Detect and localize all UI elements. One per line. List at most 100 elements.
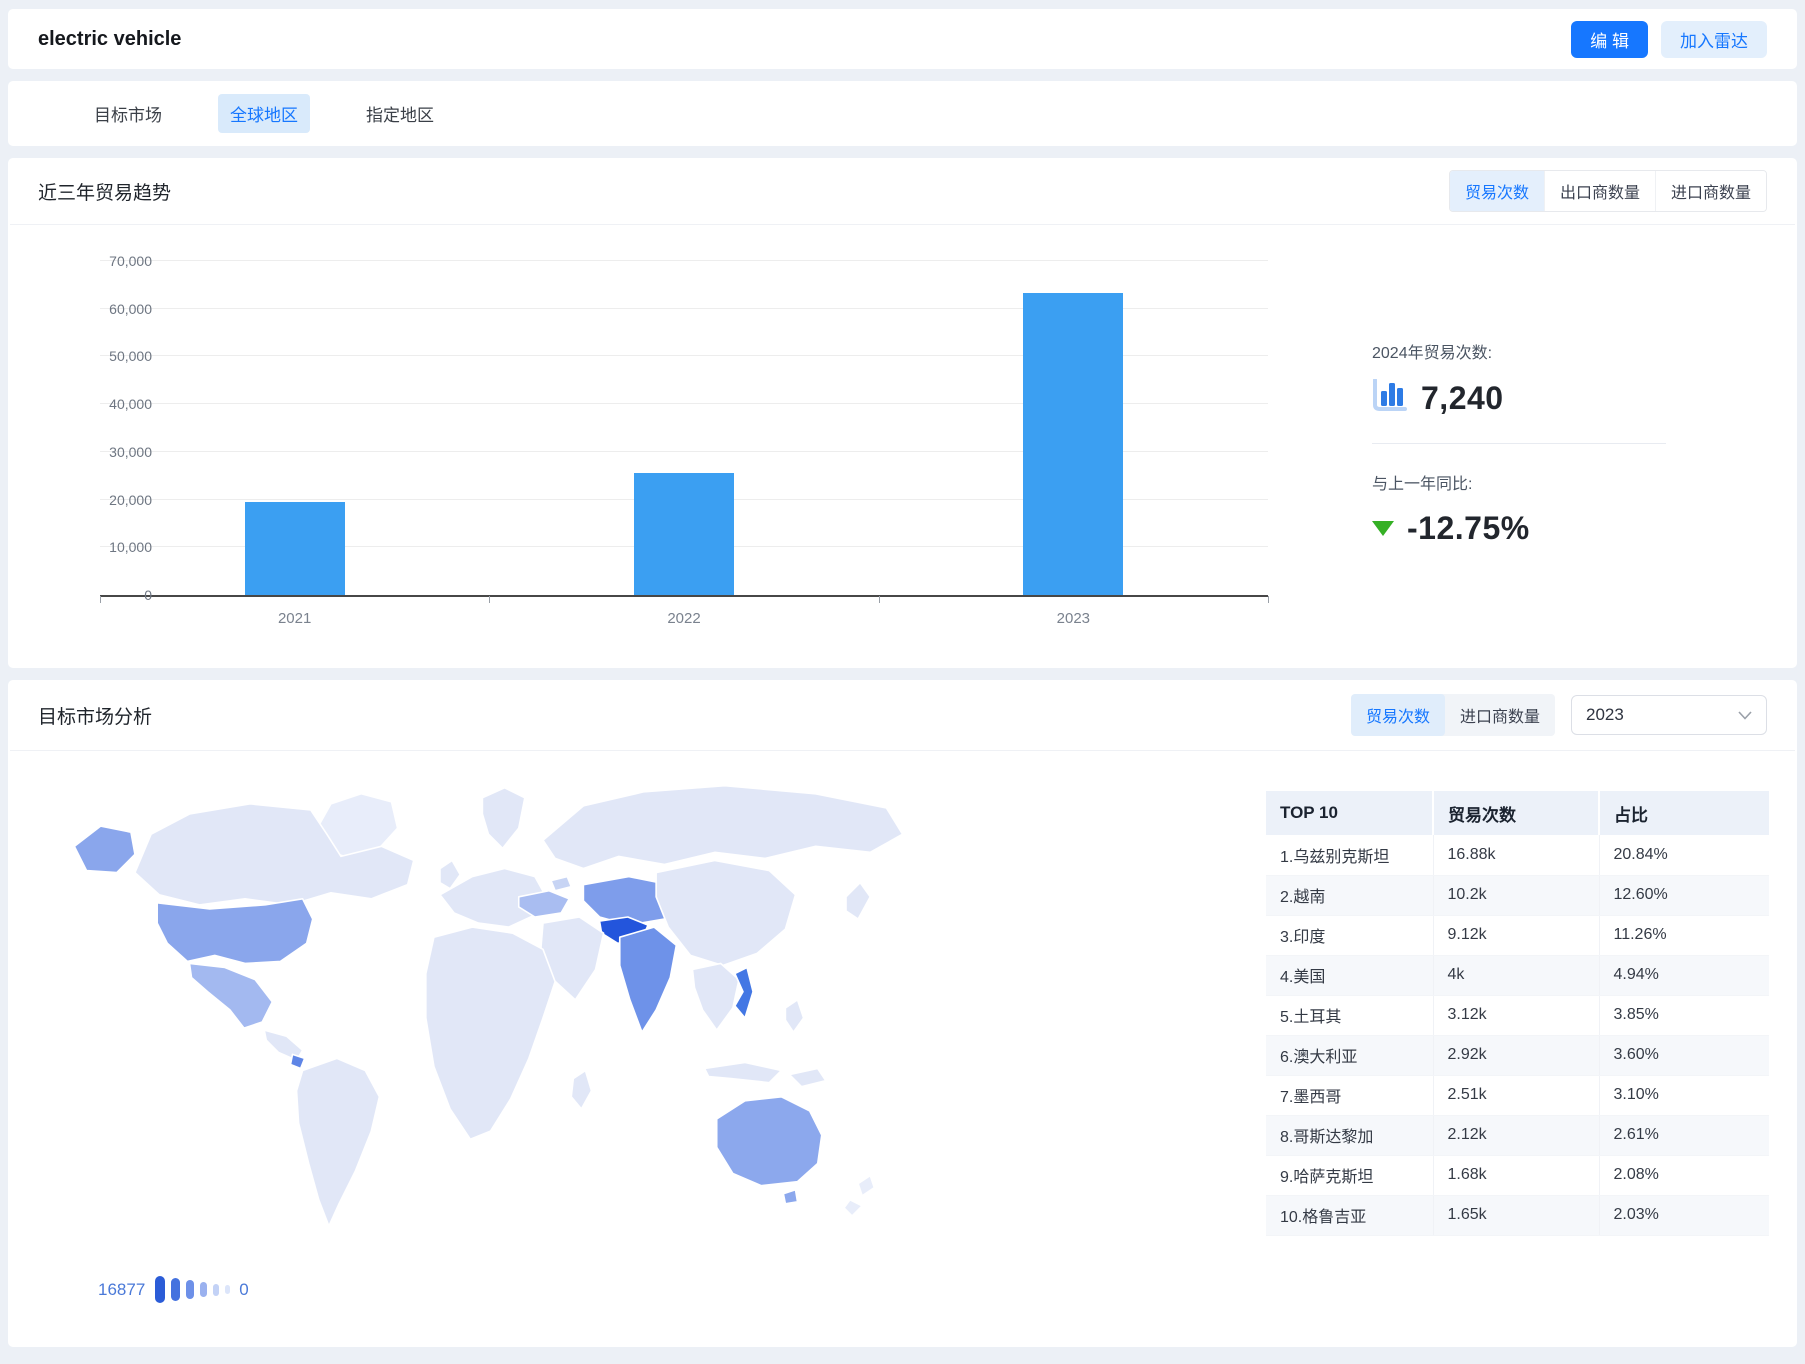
count-cell: 1.65k [1432, 1195, 1599, 1236]
count-cell: 10.2k [1432, 875, 1599, 916]
toggle-importer-count[interactable]: 进口商数量 [1654, 171, 1766, 211]
top10-header-count: 贸易次数 [1432, 791, 1599, 835]
gridline [100, 355, 1268, 357]
country-cell: 6.澳大利亚 [1266, 1035, 1433, 1076]
map-color-legend: 16877 0 [98, 1276, 249, 1303]
table-row: 8.哥斯达黎加 2.12k 2.61% [1266, 1115, 1769, 1156]
country-vietnam[interactable] [734, 966, 754, 1019]
count-cell: 4k [1432, 955, 1599, 996]
country-indonesia [703, 1061, 783, 1084]
table-row: 7.墨西哥 2.51k 3.10% [1266, 1075, 1769, 1116]
gridline [100, 403, 1268, 405]
legend-gradient-step [213, 1283, 220, 1296]
country-cell: 9.哈萨克斯坦 [1266, 1155, 1433, 1196]
toggle-market-trade-count[interactable]: 贸易次数 [1350, 694, 1445, 736]
share-cell: 2.08% [1598, 1155, 1769, 1196]
y-axis-tick-label: 0 [144, 587, 152, 603]
count-cell: 16.88k [1432, 835, 1599, 876]
table-row: 10.格鲁吉亚 1.65k 2.03% [1266, 1195, 1769, 1236]
target-market-analysis-section: 目标市场分析 贸易次数 进口商数量 2023 [8, 680, 1797, 1347]
toggle-market-importer-count[interactable]: 进口商数量 [1459, 709, 1540, 726]
tab-specified-region[interactable]: 指定地区 [366, 106, 434, 125]
country-india[interactable] [618, 926, 678, 1033]
share-cell: 12.60% [1598, 875, 1769, 916]
share-cell: 2.61% [1598, 1115, 1769, 1156]
region-south-america [295, 1057, 381, 1227]
trend-section-title: 近三年贸易趋势 [38, 182, 172, 204]
share-cell: 20.84% [1598, 835, 1769, 876]
year-dropdown[interactable]: 2023 [1571, 695, 1767, 735]
country-turkey[interactable] [517, 889, 571, 918]
world-map[interactable] [38, 772, 1048, 1264]
x-axis-tick [489, 596, 491, 603]
y-axis-tick-label: 40,000 [109, 396, 152, 413]
country-uk [439, 859, 461, 890]
count-cell: 2.92k [1432, 1035, 1599, 1076]
country-georgia[interactable] [550, 875, 573, 892]
x-axis-tick-label: 2022 [667, 610, 701, 627]
gridline [100, 260, 1268, 261]
market-section-title: 目标市场分析 [38, 706, 153, 728]
legend-gradient-step [225, 1285, 231, 1294]
trend-metric-toggle-group: 贸易次数 出口商数量 进口商数量 [1448, 170, 1767, 212]
y-axis-tick-label: 20,000 [109, 491, 152, 508]
tab-global-region[interactable]: 全球地区 [218, 94, 310, 133]
count-cell: 2.51k [1432, 1075, 1599, 1116]
y-axis-tick-label: 60,000 [109, 300, 152, 317]
bar-2021[interactable] [244, 501, 345, 595]
x-axis-tick [878, 596, 880, 603]
country-cell: 3.印度 [1266, 915, 1433, 956]
legend-min-value: 0 [239, 1279, 249, 1299]
toggle-trade-count[interactable]: 贸易次数 [1449, 171, 1544, 211]
legend-gradient-step [171, 1278, 181, 1301]
legend-gradient-step [200, 1282, 208, 1297]
share-cell: 3.60% [1598, 1035, 1769, 1076]
chevron-down-icon [1738, 705, 1752, 725]
country-cell: 10.格鲁吉亚 [1266, 1195, 1433, 1236]
title-bar: electric vehicle 编 辑 加入雷达 [8, 9, 1797, 69]
bar-2022[interactable] [634, 473, 734, 595]
page-title: electric vehicle [38, 27, 182, 50]
y-axis-tick-label: 10,000 [109, 539, 152, 556]
country-usa[interactable] [156, 898, 314, 965]
country-costa-rica[interactable] [289, 1053, 306, 1070]
yoy-label: 与上一年同比: [1372, 476, 1473, 493]
country-indonesia-east [788, 1067, 827, 1088]
edit-button[interactable]: 编 辑 [1571, 20, 1648, 58]
trade-count-2024-value: 7,240 [1421, 379, 1504, 416]
country-alaska[interactable] [73, 825, 136, 874]
y-axis-tick-label: 50,000 [109, 348, 152, 365]
country-australia[interactable] [715, 1095, 823, 1187]
table-row: 4.美国 4k 4.94% [1266, 955, 1769, 996]
top10-header-rank: TOP 10 [1266, 791, 1433, 835]
x-axis-tick-label: 2023 [1056, 610, 1091, 627]
down-triangle-icon [1372, 521, 1394, 536]
year-dropdown-value: 2023 [1586, 705, 1624, 724]
share-cell: 3.85% [1598, 995, 1769, 1036]
table-row: 1.乌兹别克斯坦 16.88k 20.84% [1266, 835, 1769, 876]
toggle-exporter-count[interactable]: 出口商数量 [1543, 171, 1655, 211]
country-cell: 4.美国 [1266, 955, 1433, 996]
country-russia [542, 784, 904, 870]
bar-2023[interactable] [1023, 292, 1124, 595]
country-new-zealand [843, 1174, 876, 1217]
yoy-value: -12.75% [1407, 510, 1530, 546]
country-mexico[interactable] [188, 962, 274, 1029]
table-row: 6.澳大利亚 2.92k 3.60% [1266, 1035, 1769, 1076]
trade-trend-section: 近三年贸易趋势 贸易次数 出口商数量 进口商数量 0 10,000 20,000 30… [8, 158, 1797, 668]
legend-max-value: 16877 [98, 1279, 146, 1299]
y-axis-tick-label: 30,000 [109, 443, 152, 460]
count-cell: 1.68k [1432, 1155, 1599, 1196]
table-row: 9.哈萨克斯坦 1.68k 2.08% [1266, 1155, 1769, 1196]
tab-target-market[interactable]: 目标市场 [94, 106, 162, 125]
region-africa [425, 926, 556, 1141]
add-to-radar-button[interactable]: 加入雷达 [1661, 20, 1767, 58]
country-cell: 2.越南 [1266, 875, 1433, 916]
tab-bar: 目标市场 全球地区 指定地区 [8, 81, 1797, 146]
gridline [100, 450, 1268, 452]
count-cell: 3.12k [1432, 995, 1599, 1036]
trade-count-2024-label: 2024年贸易次数: [1372, 345, 1493, 362]
table-row: 5.土耳其 3.12k 3.85% [1266, 995, 1769, 1036]
x-axis-tick-label: 2021 [277, 610, 312, 627]
market-metric-toggle-group: 贸易次数 进口商数量 [1350, 694, 1555, 736]
